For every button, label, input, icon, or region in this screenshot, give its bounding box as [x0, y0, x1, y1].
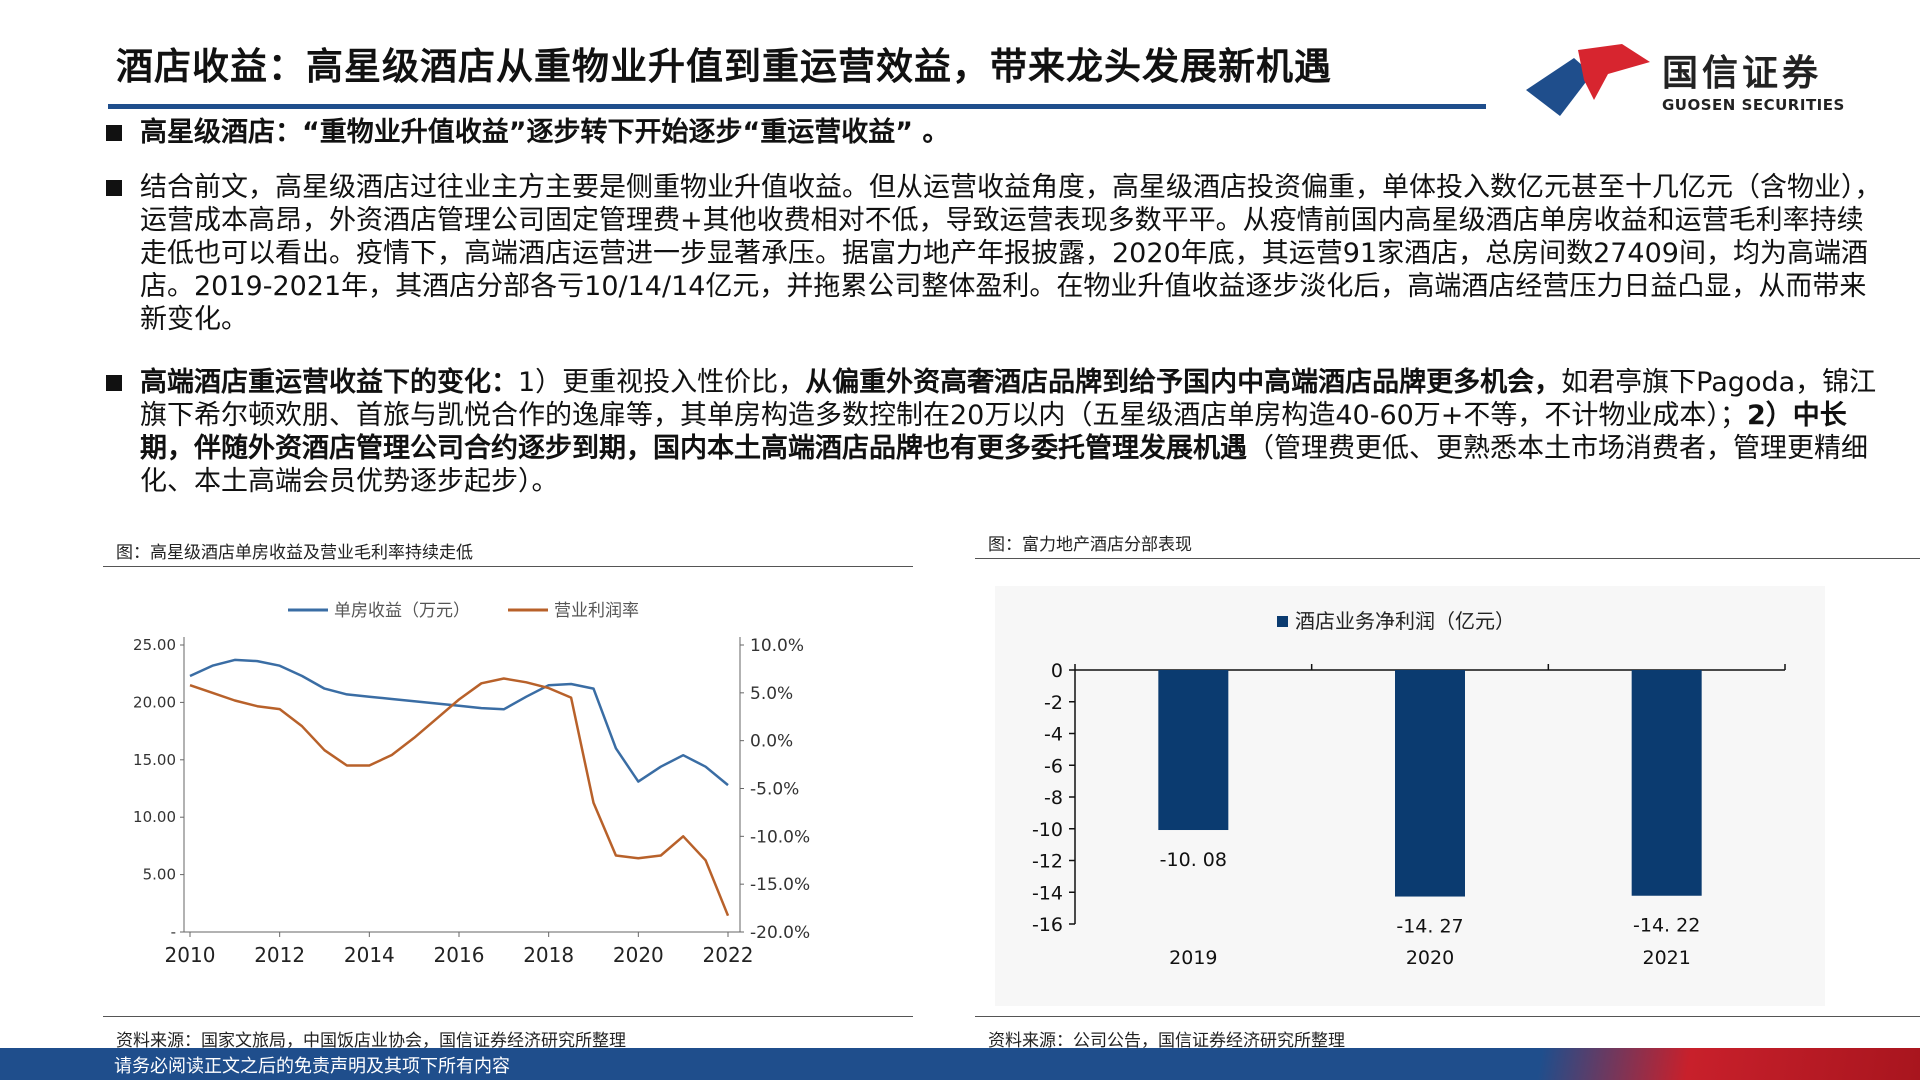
line-chart-x-tick-label: 2014: [344, 943, 395, 967]
line-chart-right-tick-label: 0.0%: [750, 732, 793, 752]
bullet-square-icon: [106, 375, 122, 391]
bar-chart-y-tick-label: -14: [1032, 882, 1063, 904]
bar-chart-y-tick-label: -4: [1044, 724, 1063, 746]
line-chart-right-tick-label: -20.0%: [750, 923, 810, 943]
bar-chart-y-tick-label: -10: [1032, 819, 1063, 841]
bar-legend-swatch: [1277, 616, 1288, 627]
line-chart-x-tick-label: 2018: [523, 943, 574, 967]
line-series-1: [189, 658, 729, 787]
right-caption-rule: [975, 558, 1920, 559]
bar-data-label: -14. 27: [1396, 916, 1463, 938]
bar-chart-y-tick-label: -6: [1044, 755, 1063, 777]
left-source-rule: [103, 1016, 913, 1017]
bar-legend-label: 酒店业务净利润（亿元）: [1295, 609, 1515, 633]
company-logo: 国信证券 GUOSEN SECURITIES: [1522, 40, 1844, 120]
line-chart-x-tick-label: 2022: [703, 943, 754, 967]
bar-category-label: 2019: [1169, 947, 1217, 969]
bar-data-label: -14. 22: [1633, 915, 1700, 937]
line-chart-left-tick-label: 25.00: [133, 636, 176, 654]
bullet-3-part-6: （管理费更低、更熟悉本土市场消费者，管理更精细化、本土高端会员优势逐步起步）。: [140, 433, 1868, 497]
line-chart-right-tick-label: 10.0%: [750, 636, 804, 656]
bullet-3-text: 高端酒店重运营收益下的变化：1）更重视投入性价比，从偏重外资高奢酒店品牌到给予国…: [140, 366, 1886, 498]
line-chart-right-tick-label: -5.0%: [750, 780, 799, 800]
left-figure-caption: 图：高星级酒店单房收益及营业毛利率持续走低: [116, 543, 473, 563]
bar-2021: [1631, 670, 1702, 896]
left-figure-source: 资料来源：国家文旅局，中国饭店业协会，国信证券经济研究所整理: [116, 1031, 626, 1051]
bullet-2: 结合前文，高星级酒店过往业主方主要是侧重物业升值收益。但从运营收益角度，高星级酒…: [106, 171, 1886, 336]
bar-chart: 0 -2 -4 -6 -8 -10 -12 -14 -16 -10. 08 2019 -14. 27 2…: [995, 586, 1825, 1006]
bar-chart-y-tick-label: -16: [1032, 914, 1063, 936]
bar-chart-y-tick-label: 0: [1051, 660, 1063, 682]
line-chart-left-tick-label: 5.00: [143, 866, 176, 884]
logo-chinese-name: 国信证券: [1662, 53, 1823, 94]
line-chart-x-tick-label: 2012: [254, 943, 305, 967]
bar-category-label: 2021: [1642, 947, 1690, 969]
bullet-3-part-1: 高端酒店重运营收益下的变化：: [140, 367, 518, 398]
logo-english-name: GUOSEN SECURITIES: [1662, 96, 1845, 114]
bar-2019: [1158, 670, 1229, 831]
footer-accent: [1500, 1048, 1920, 1080]
bullet-3-part-4: 如君亭旗下Pagoda，锦江旗下希尔顿欢朋、首旅与凯悦合作的逸扉等，其单房构造多…: [140, 367, 1877, 431]
bullet-3-part-3: 从偏重外资高奢酒店品牌到给予国内中高端酒店品牌更多机会，: [805, 367, 1562, 398]
bar-2020: [1395, 670, 1465, 897]
bar-chart-y-tick-label: -8: [1044, 787, 1063, 809]
bullet-3-part-5: 2）中长期，伴随外资酒店管理公司合约逐步到期，国内本土高端酒店品牌也有更多委托管…: [140, 400, 1847, 464]
bullet-1: 高星级酒店：“重物业升值收益”逐步转下开始逐步“重运营收益” 。: [106, 116, 1886, 149]
logo-mark-icon: [1526, 44, 1650, 116]
line-chart-left-tick-label: 20.00: [133, 693, 176, 711]
line-chart-left-tick-label: 15.00: [133, 751, 176, 769]
right-figure-caption: 图：富力地产酒店分部表现: [988, 535, 1192, 555]
line-chart-left-tick-label: 10.00: [133, 808, 176, 826]
line-chart: - 5.00 10.00 15.00 20.00 25.00 -20.0% -15.0% -10…: [133, 601, 810, 967]
bullet-2-text: 结合前文，高星级酒店过往业主方主要是侧重物业升值收益。但从运营收益角度，高星级酒…: [140, 172, 1882, 335]
line-chart-x-tick-label: 2020: [613, 943, 664, 967]
line-chart-x-tick-label: 2010: [165, 943, 216, 967]
bar-category-label: 2020: [1406, 947, 1454, 969]
line-chart-left-tick-label: -: [171, 923, 176, 941]
legend-label-1: 单房收益（万元）: [334, 601, 470, 621]
right-figure-source: 资料来源：公司公告，国信证券经济研究所整理: [988, 1031, 1345, 1051]
bullet-square-icon: [106, 125, 122, 141]
footer-disclaimer: 请务必阅读正文之后的免责声明及其项下所有内容: [114, 1056, 510, 1077]
bullet-1-text: 高星级酒店：“重物业升值收益”逐步转下开始逐步“重运营收益” 。: [140, 117, 950, 148]
footer-bar: 请务必阅读正文之后的免责声明及其项下所有内容: [0, 1048, 1920, 1080]
right-source-rule: [975, 1016, 1920, 1017]
left-caption-rule: [103, 566, 913, 567]
bar-chart-y-tick-label: -12: [1032, 851, 1063, 873]
bullet-3: 高端酒店重运营收益下的变化：1）更重视投入性价比，从偏重外资高奢酒店品牌到给予国…: [106, 366, 1886, 498]
line-chart-right-tick-label: -10.0%: [750, 827, 810, 847]
bullet-square-icon: [106, 180, 122, 196]
title-underline: [108, 104, 1486, 109]
line-chart-right-tick-label: 5.0%: [750, 684, 793, 704]
page-title: 酒店收益：高星级酒店从重物业升值到重运营效益，带来龙头发展新机遇: [116, 45, 1332, 88]
legend-label-2: 营业利润率: [554, 601, 639, 621]
line-chart-x-tick-label: 2016: [434, 943, 485, 967]
bar-data-label: -10. 08: [1160, 849, 1227, 871]
line-chart-right-tick-label: -15.0%: [750, 875, 810, 895]
bar-chart-y-tick-label: -2: [1044, 692, 1063, 714]
line-series-2: [189, 677, 730, 917]
bullet-3-part-2: 1）更重视投入性价比，: [518, 367, 806, 398]
